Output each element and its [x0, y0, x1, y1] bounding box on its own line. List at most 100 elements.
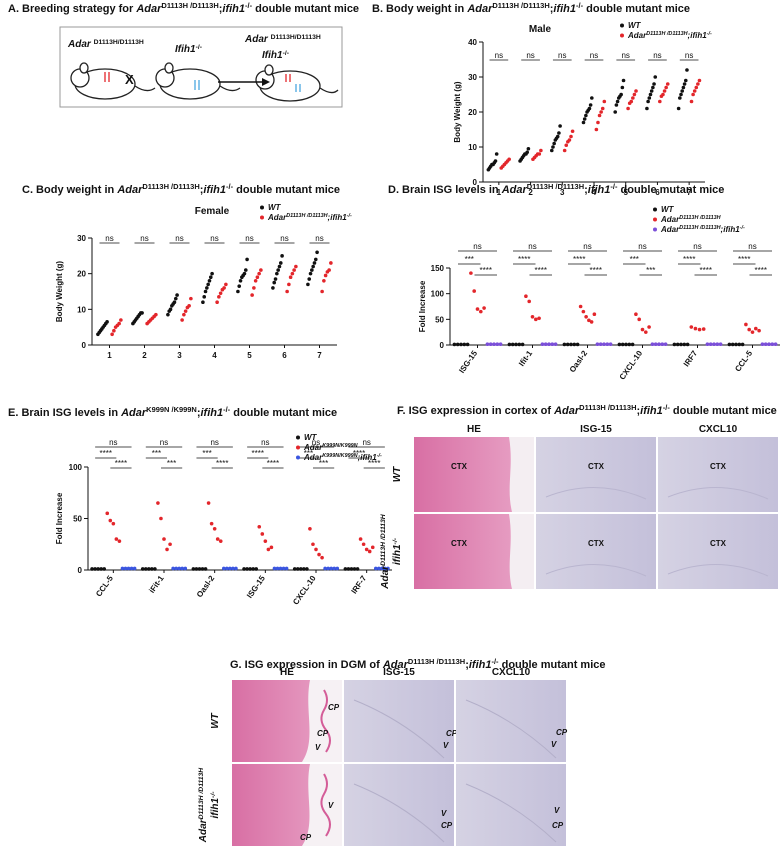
panel-title: F. ISG expression in cortex of AdarD1113…	[397, 403, 777, 418]
data-point	[602, 342, 606, 347]
data-point	[311, 542, 315, 547]
cross-symbol: X	[125, 72, 134, 87]
data-point	[647, 96, 652, 100]
chart-subtitle: Male	[529, 24, 552, 35]
significance-label: ****	[518, 255, 530, 264]
data-point	[543, 342, 548, 347]
data-point	[373, 566, 378, 571]
data-point	[693, 326, 698, 331]
significance-label: ns	[175, 234, 183, 243]
significance-label: ***	[630, 255, 639, 264]
data-point	[171, 566, 175, 571]
data-point	[649, 89, 654, 93]
data-point	[243, 268, 248, 272]
data-point	[221, 566, 226, 571]
panel-title: G. ISG expression in DGM of AdarD1113H /…	[230, 657, 606, 672]
data-point	[575, 342, 580, 347]
x-tick-label: 2	[142, 351, 147, 360]
significance-label: ***	[167, 459, 176, 468]
data-point	[537, 316, 541, 321]
column-header: ISG-15	[580, 424, 612, 435]
data-point	[302, 567, 306, 571]
structure-label: CP	[446, 729, 458, 738]
significance-label: ****	[590, 266, 602, 275]
legend-marker	[260, 205, 264, 210]
data-point	[661, 92, 665, 97]
micrograph	[536, 437, 656, 512]
data-point	[569, 342, 573, 347]
structure-label: V	[443, 741, 449, 750]
x-tick-label: Oasl-2	[568, 349, 590, 375]
data-point	[562, 342, 567, 347]
row-label: WT	[210, 712, 221, 728]
data-point	[634, 312, 638, 317]
data-point	[191, 567, 196, 571]
data-point	[102, 567, 107, 571]
data-point	[173, 296, 178, 301]
significance-label: ns	[528, 242, 536, 251]
x-tick-label: 6	[282, 351, 287, 360]
legend-marker	[296, 445, 300, 450]
data-point	[462, 342, 467, 347]
data-point	[162, 537, 166, 541]
data-point	[177, 566, 181, 571]
significance-label: ***	[304, 449, 313, 458]
data-point	[645, 106, 649, 111]
significance-label: ns	[748, 242, 756, 251]
data-point	[613, 110, 618, 114]
data-point	[685, 342, 690, 347]
structure-label: CP	[328, 703, 340, 712]
data-point	[578, 304, 583, 309]
significance-label: ****	[267, 459, 279, 468]
data-point	[108, 518, 113, 523]
legend-marker	[296, 435, 300, 440]
data-point	[689, 325, 694, 329]
data-point	[498, 342, 503, 347]
column-header: HE	[467, 424, 481, 435]
region-label: CTX	[451, 462, 468, 471]
data-point	[584, 314, 588, 319]
data-point	[525, 150, 530, 155]
significance-label: ****	[535, 266, 547, 275]
data-point	[619, 92, 623, 97]
data-point	[112, 328, 116, 333]
data-point	[140, 311, 144, 315]
data-point	[277, 264, 282, 269]
x-tick-label: 1	[107, 351, 112, 360]
x-tick-label: 6	[655, 188, 660, 197]
x-tick-label: ISG-15	[245, 574, 267, 600]
data-point	[250, 293, 254, 297]
x-tick-label: 4	[212, 351, 217, 360]
data-point	[132, 566, 137, 571]
significance-label: ****	[252, 449, 264, 458]
panel-title: A. Breeding strategy for AdarD1113H /D11…	[8, 1, 359, 16]
data-point	[557, 131, 561, 135]
data-point	[629, 99, 634, 104]
data-point	[644, 330, 648, 334]
chart-title: B. Body weight in AdarD1113H /D1113H;ifi…	[372, 1, 690, 16]
tissue-texture	[465, 783, 557, 843]
data-point	[734, 342, 738, 347]
data-point	[492, 342, 496, 347]
data-point	[520, 342, 525, 347]
data-point	[646, 99, 650, 104]
data-point	[452, 342, 457, 347]
data-point	[346, 567, 351, 571]
data-point	[377, 566, 381, 571]
y-axis-label: Fold Increase	[55, 492, 64, 544]
data-point	[278, 566, 283, 571]
chart-title: D. Brain ISG levels in AdarD1113H /D1113…	[388, 182, 724, 197]
x-tick-label: 7	[317, 351, 322, 360]
data-point	[110, 332, 114, 337]
significance-label: ns	[109, 438, 117, 447]
row-label: AdarD1113H /D1113H	[380, 513, 392, 590]
y-tick-label: 30	[77, 234, 86, 243]
data-point	[624, 342, 628, 347]
data-point	[251, 567, 255, 571]
y-tick-label: 50	[73, 515, 82, 524]
data-point	[287, 282, 291, 287]
significance-label: ns	[590, 51, 598, 60]
data-point	[263, 539, 268, 543]
significance-label: ****	[115, 459, 127, 468]
data-point	[205, 286, 209, 290]
